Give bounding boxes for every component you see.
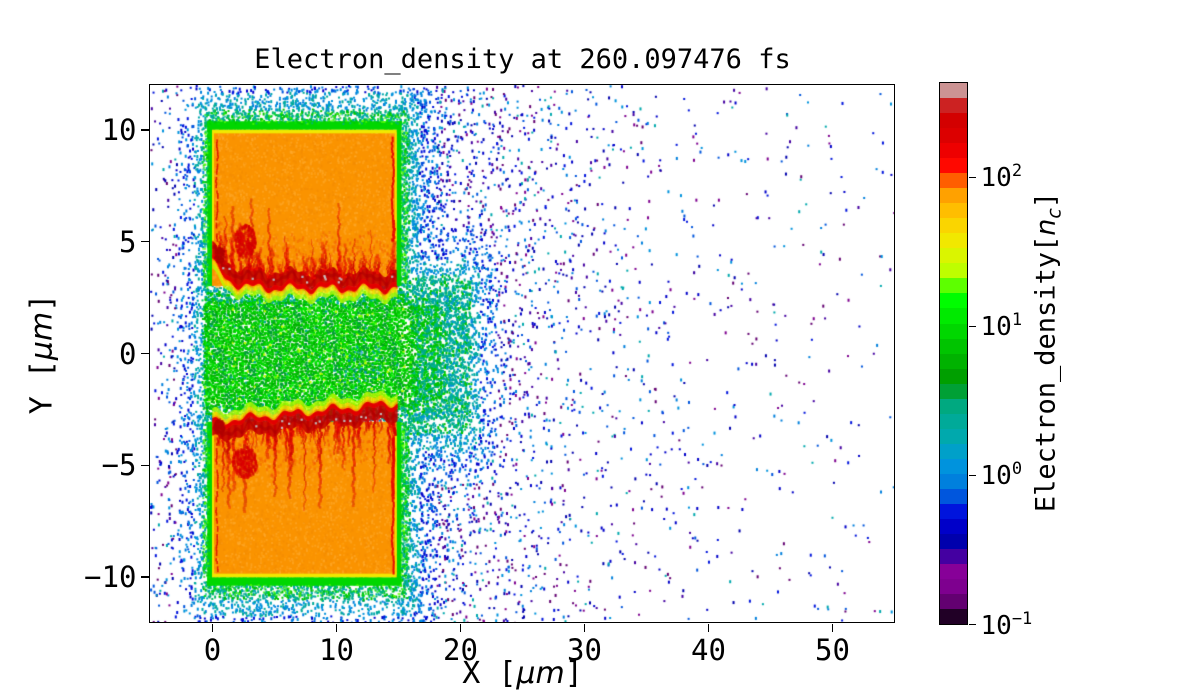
colorbar-band [940, 113, 967, 129]
colorbar-band [940, 488, 967, 504]
colorbar-ticklabel: 10−1 [980, 608, 1033, 641]
colorbar [939, 82, 968, 625]
y-axis-label-unit: μm [24, 311, 60, 360]
colorbar-band [940, 383, 967, 399]
density-heatmap [150, 84, 894, 622]
y-axis-ticklabel: −5 [101, 448, 137, 483]
x-axis-ticklabel: 0 [203, 633, 222, 667]
colorbar-band [940, 338, 967, 354]
colorbar-band [940, 218, 967, 234]
x-axis-label-suffix: ] [564, 656, 583, 691]
colorbar-band [940, 143, 967, 159]
colorbar-band [940, 263, 967, 279]
colorbar-tick [969, 176, 976, 179]
colorbar-tick [969, 325, 976, 328]
colorbar-band [940, 609, 967, 625]
y-axis-tick [141, 240, 149, 243]
x-axis-label: X [μm] [462, 656, 583, 691]
colorbar-band [940, 278, 967, 294]
colorbar-band [940, 518, 967, 534]
colorbar-label-suffix: ] [1030, 191, 1062, 209]
y-axis-label-suffix: ] [24, 293, 60, 312]
colorbar-band [940, 248, 967, 264]
colorbar-band [940, 158, 967, 174]
colorbar-band [940, 503, 967, 519]
y-axis-tick [141, 128, 149, 131]
colorbar-band [940, 203, 967, 219]
colorbar-band [940, 458, 967, 474]
colorbar-band [940, 323, 967, 339]
colorbar-band [940, 533, 967, 549]
colorbar-band [940, 293, 967, 309]
colorbar-ticklabel: 101 [980, 310, 1023, 343]
x-axis-label-unit: μm [516, 656, 565, 691]
colorbar-tick [969, 474, 976, 477]
colorbar-band [940, 564, 967, 580]
y-axis-ticklabel: −10 [84, 560, 137, 595]
colorbar-band [940, 188, 967, 204]
colorbar-band [940, 548, 967, 564]
colorbar-label-subscript: c [1043, 208, 1066, 219]
colorbar-band [940, 428, 967, 444]
colorbar-band [940, 368, 967, 384]
x-axis-ticklabel: 50 [815, 633, 850, 667]
x-axis-ticklabel: 10 [319, 633, 354, 667]
x-axis-tick [335, 623, 338, 632]
colorbar-band [940, 173, 967, 189]
y-axis-label: Y [μm] [25, 293, 60, 414]
colorbar-band [940, 233, 967, 249]
x-axis-ticklabel: 20 [443, 633, 478, 667]
plot-title: Electron_density at 260.097476 fs [254, 44, 791, 75]
colorbar-tick [969, 623, 976, 626]
colorbar-band [940, 83, 967, 99]
colorbar-band [940, 473, 967, 489]
x-axis-tick [583, 623, 586, 632]
x-axis-tick [211, 623, 214, 632]
y-axis-tick [141, 352, 149, 355]
colorbar-band [940, 308, 967, 324]
y-axis-ticklabel: 5 [119, 224, 137, 259]
colorbar-ticklabel: 100 [980, 459, 1023, 492]
y-axis-tick [141, 464, 149, 467]
colorbar-band [940, 98, 967, 114]
colorbar-band [940, 353, 967, 369]
colorbar-label: Electron_density[nc] [1030, 192, 1065, 512]
colorbar-band [940, 579, 967, 595]
y-axis-ticklabel: 0 [119, 336, 137, 371]
x-axis-tick [707, 623, 710, 632]
y-axis-tick [141, 576, 149, 579]
colorbar-label-symbol: n [1030, 218, 1062, 236]
x-axis-ticklabel: 40 [691, 633, 726, 667]
colorbar-band [940, 594, 967, 610]
colorbar-label-prefix: Electron_density[ [1030, 235, 1062, 513]
y-axis-ticklabel: 10 [101, 112, 137, 147]
colorbar-band [940, 443, 967, 459]
x-axis-ticklabel: 30 [567, 633, 602, 667]
colorbar-band [940, 398, 967, 414]
x-axis-tick [459, 623, 462, 632]
x-axis-label-prefix: X [ [462, 656, 517, 691]
colorbar-ticklabel: 102 [980, 161, 1023, 194]
plot-axes-frame [149, 83, 895, 623]
y-axis-label-prefix: Y [ [24, 359, 60, 414]
x-axis-tick [831, 623, 834, 632]
colorbar-band [940, 413, 967, 429]
colorbar-band [940, 128, 967, 144]
